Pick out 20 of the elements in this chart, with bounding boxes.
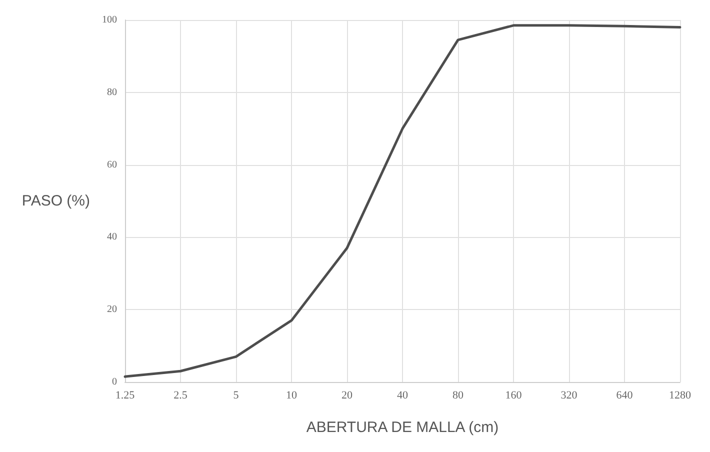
y-tick-label: 100 bbox=[102, 14, 117, 26]
x-tick-label: 640 bbox=[616, 390, 634, 402]
y-tick-label: 20 bbox=[107, 304, 117, 316]
y-tick-label: 0 bbox=[112, 376, 117, 388]
x-axis-title: ABERTURA DE MALLA (cm) bbox=[306, 419, 499, 436]
y-tick-label: 40 bbox=[107, 232, 117, 243]
x-tick-label: 320 bbox=[560, 390, 578, 402]
x-tick-label: 80 bbox=[452, 390, 464, 402]
x-tick-label: 160 bbox=[505, 390, 522, 402]
x-tick-label: 40 bbox=[397, 390, 408, 402]
x-tick-label: 10 bbox=[286, 390, 298, 402]
x-tick-label: 5 bbox=[233, 390, 240, 402]
y-tick-label: 60 bbox=[107, 159, 117, 170]
y-tick-label: 80 bbox=[107, 86, 117, 98]
line-series bbox=[124, 24, 682, 378]
x-tick-label: 2.5 bbox=[174, 390, 188, 402]
x-tick-label: 1280 bbox=[669, 390, 692, 402]
x-tick-label: 20 bbox=[342, 390, 353, 402]
y-axis-title: PASO (%) bbox=[22, 192, 90, 210]
x-tick-label: 1.25 bbox=[115, 390, 136, 402]
